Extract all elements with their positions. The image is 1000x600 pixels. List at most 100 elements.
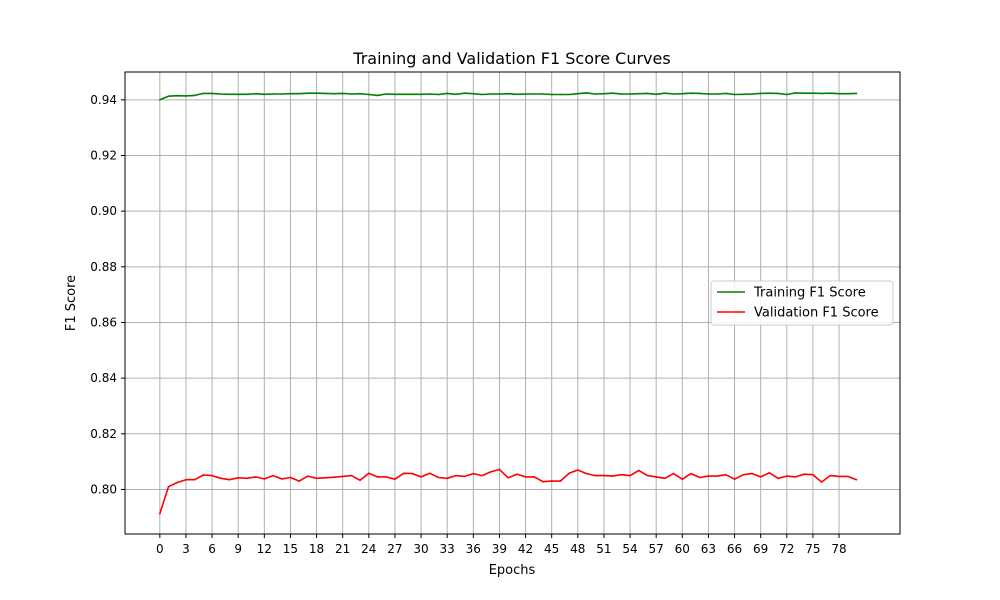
data-point (481, 474, 483, 477)
x-tick-label: 12 (257, 542, 272, 556)
y-axis-label: F1 Score (64, 275, 79, 331)
data-point (507, 477, 509, 479)
data-point (733, 478, 736, 481)
x-axis-ticks: 0 3 6 9 12 15 18 21 24 27 30 33 36 39 42 45 48 51 54 57 60 63… (156, 534, 847, 556)
data-point (559, 480, 562, 482)
data-point (690, 472, 692, 475)
data-point (646, 92, 649, 95)
data-point (385, 93, 388, 95)
data-point (707, 93, 710, 95)
data-point (768, 472, 771, 474)
series-layer (159, 92, 858, 515)
data-point (568, 472, 570, 475)
data-point (820, 481, 823, 483)
data-point (394, 478, 396, 481)
data-point (716, 93, 718, 95)
data-point (350, 93, 353, 95)
data-point (768, 92, 771, 94)
data-point (489, 471, 492, 473)
data-point (185, 478, 187, 481)
y-tick-label: 0.88 (90, 260, 117, 274)
data-point (411, 93, 414, 96)
data-point (638, 92, 640, 95)
data-point (655, 476, 657, 478)
data-point (847, 475, 849, 478)
data-point (368, 93, 370, 96)
data-point (698, 476, 701, 479)
data-point (611, 475, 614, 477)
x-tick-label: 27 (387, 542, 402, 556)
data-point (786, 93, 788, 96)
data-point (472, 92, 475, 95)
data-point (376, 94, 379, 97)
data-point (629, 93, 631, 95)
data-point (159, 99, 161, 101)
chart-title: Training and Validation F1 Score Curves (352, 49, 670, 68)
data-point (333, 92, 335, 95)
data-point (368, 472, 370, 475)
data-point (777, 477, 779, 480)
data-point (742, 473, 745, 476)
data-point (167, 485, 170, 488)
x-tick-label: 33 (440, 542, 455, 556)
data-point (716, 475, 718, 477)
data-point (533, 93, 536, 95)
data-point (803, 92, 805, 94)
x-tick-label: 57 (649, 542, 664, 556)
data-point (664, 92, 666, 94)
data-point (550, 93, 553, 96)
data-point (289, 476, 292, 479)
data-point (341, 92, 344, 95)
data-point (664, 477, 666, 480)
data-point (681, 92, 684, 95)
data-point (246, 477, 248, 480)
data-point (463, 92, 466, 94)
data-point (698, 92, 701, 95)
data-point (167, 95, 170, 97)
data-point (211, 474, 213, 477)
data-point (307, 475, 309, 477)
data-point (742, 93, 745, 96)
data-point (307, 92, 309, 94)
legend: Training F1 Score Validation F1 Score (710, 280, 894, 326)
data-point (577, 92, 579, 95)
data-point (220, 93, 222, 95)
x-tick-label: 15 (283, 542, 298, 556)
data-point (812, 92, 814, 94)
data-point (394, 93, 396, 96)
data-point (220, 477, 222, 480)
data-point (455, 93, 457, 96)
data-point (855, 478, 858, 481)
data-point (411, 472, 414, 475)
data-point (446, 477, 449, 480)
data-point (463, 475, 466, 478)
data-point (446, 92, 449, 95)
x-tick-label: 24 (361, 542, 376, 556)
x-tick-label: 51 (596, 542, 611, 556)
data-point (472, 472, 475, 475)
data-point (429, 472, 431, 475)
data-point (629, 474, 631, 477)
data-point (193, 478, 196, 481)
x-tick-label: 18 (309, 542, 324, 556)
y-tick-label: 0.94 (90, 93, 117, 107)
x-tick-label: 21 (335, 542, 350, 556)
data-point (176, 94, 178, 97)
x-tick-label: 0 (156, 542, 164, 556)
data-point (855, 92, 858, 95)
data-point (185, 95, 187, 97)
data-point (681, 478, 684, 481)
data-point (272, 474, 274, 477)
data-point (838, 92, 840, 95)
y-tick-label: 0.82 (90, 427, 117, 441)
data-point (646, 474, 649, 477)
data-point (176, 481, 178, 484)
data-point (246, 93, 248, 96)
x-tick-label: 3 (182, 542, 190, 556)
data-point (228, 93, 231, 96)
data-point (324, 92, 327, 95)
data-point (324, 477, 327, 479)
x-tick-label: 75 (805, 542, 820, 556)
data-point (159, 512, 161, 515)
y-tick-label: 0.80 (90, 482, 117, 496)
